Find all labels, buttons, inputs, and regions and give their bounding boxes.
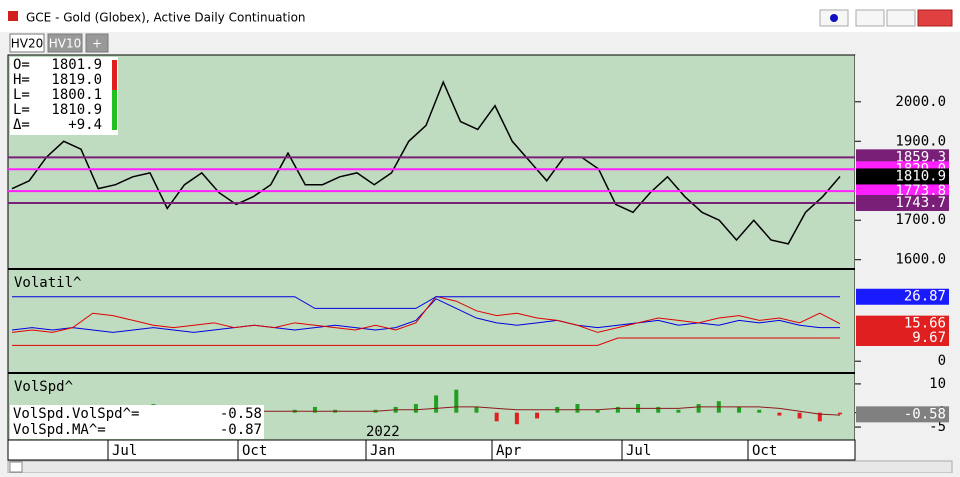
info-key: O=	[13, 57, 30, 73]
close-button[interactable]	[917, 9, 953, 27]
pane-title: VolSpd^	[14, 379, 73, 395]
y-tick-label: 2000.0	[895, 94, 946, 110]
title-bar	[0, 0, 960, 32]
value-tag	[856, 406, 949, 423]
readout-value: -0.58	[220, 406, 262, 422]
date-label: Jul	[112, 443, 137, 459]
link-dot	[830, 14, 838, 22]
histogram-bar	[514, 412, 519, 425]
info-key: L=	[13, 102, 30, 118]
histogram-bar	[535, 412, 540, 419]
tab-label: HV20	[11, 37, 44, 51]
maximize-button[interactable]	[886, 9, 916, 27]
info-value: 1800.1	[51, 87, 102, 103]
info-key: Δ=	[13, 117, 30, 133]
y-tick-label: 0	[938, 353, 946, 369]
value-tag-label: 1810.9	[895, 168, 946, 184]
value-tag-label: 1743.7	[895, 195, 946, 211]
right-axis	[855, 55, 952, 440]
value-tag-label: 26.87	[904, 289, 946, 305]
info-key: L=	[13, 87, 30, 103]
series-line	[11, 80, 841, 245]
histogram-bar	[838, 412, 842, 415]
histogram-bar	[575, 404, 580, 413]
tab[interactable]	[47, 33, 83, 53]
value-tag-label: 9.67	[912, 330, 946, 346]
value-tag	[856, 288, 949, 305]
value-tag-label: 15.66	[904, 316, 946, 332]
tab-label: +	[92, 37, 102, 51]
histogram-bar	[656, 406, 661, 413]
minimize-button[interactable]	[855, 9, 885, 27]
date-label: Apr	[496, 443, 521, 459]
series-line	[12, 296, 840, 309]
histogram-bar	[615, 406, 620, 413]
info-bar-red	[112, 60, 117, 90]
readout-value: -0.87	[220, 422, 262, 438]
histogram-bar	[676, 409, 681, 413]
window-title: GCE - Gold (Globex), Active Daily Contin…	[26, 11, 306, 25]
y-tick-label: 1700.0	[895, 212, 946, 228]
series-line	[11, 295, 841, 333]
app-icon	[8, 11, 18, 21]
histogram-bar	[757, 409, 762, 413]
histogram-bar	[737, 406, 742, 413]
info-box	[10, 57, 118, 135]
histogram-bar	[797, 412, 802, 419]
value-tag	[856, 168, 949, 185]
date-label: Oct	[242, 443, 267, 459]
y-tick-label: -5	[929, 419, 946, 435]
y-tick-label: 1600.0	[895, 252, 946, 268]
histogram-bar	[312, 406, 317, 413]
value-tag	[856, 315, 949, 332]
tab-label: HV10	[49, 37, 82, 51]
scroll-thumb[interactable]	[9, 461, 23, 473]
scrollbar[interactable]	[7, 460, 953, 474]
date-label: Jul	[626, 443, 651, 459]
histogram-bar	[454, 389, 459, 413]
histogram-bar	[777, 412, 782, 416]
value-tag	[856, 330, 949, 347]
histogram-bar	[474, 406, 479, 413]
info-value: +9.4	[68, 117, 102, 133]
histogram-bar	[413, 404, 418, 413]
series-line	[12, 337, 840, 346]
y-tick-label: 1900.0	[895, 133, 946, 149]
info-value: 1810.9	[51, 102, 102, 118]
info-bar-green	[112, 90, 117, 130]
year-label: 2022	[366, 424, 400, 440]
tab[interactable]	[85, 33, 109, 53]
value-tag	[856, 194, 949, 211]
date-axis	[7, 439, 856, 461]
date-label: Jan	[370, 443, 395, 459]
histogram-bar	[434, 395, 439, 413]
readout-label: VolSpd.MA^=	[13, 422, 106, 438]
info-value: 1819.0	[51, 72, 102, 88]
tab[interactable]	[9, 33, 45, 53]
info-value: 1801.9	[51, 57, 102, 73]
histogram-bar	[817, 412, 822, 422]
value-tag-label: -0.58	[904, 406, 946, 422]
info-key: H=	[13, 72, 30, 88]
histogram-bar	[696, 404, 701, 413]
date-label: Oct	[752, 443, 777, 459]
readout-box	[10, 405, 264, 439]
histogram-bar	[494, 412, 499, 422]
histogram-bar	[595, 409, 600, 413]
pane-title: Volatil^	[14, 275, 81, 291]
readout-label: VolSpd.VolSpd^=	[13, 406, 139, 422]
y-tick-label: 10	[929, 376, 946, 392]
